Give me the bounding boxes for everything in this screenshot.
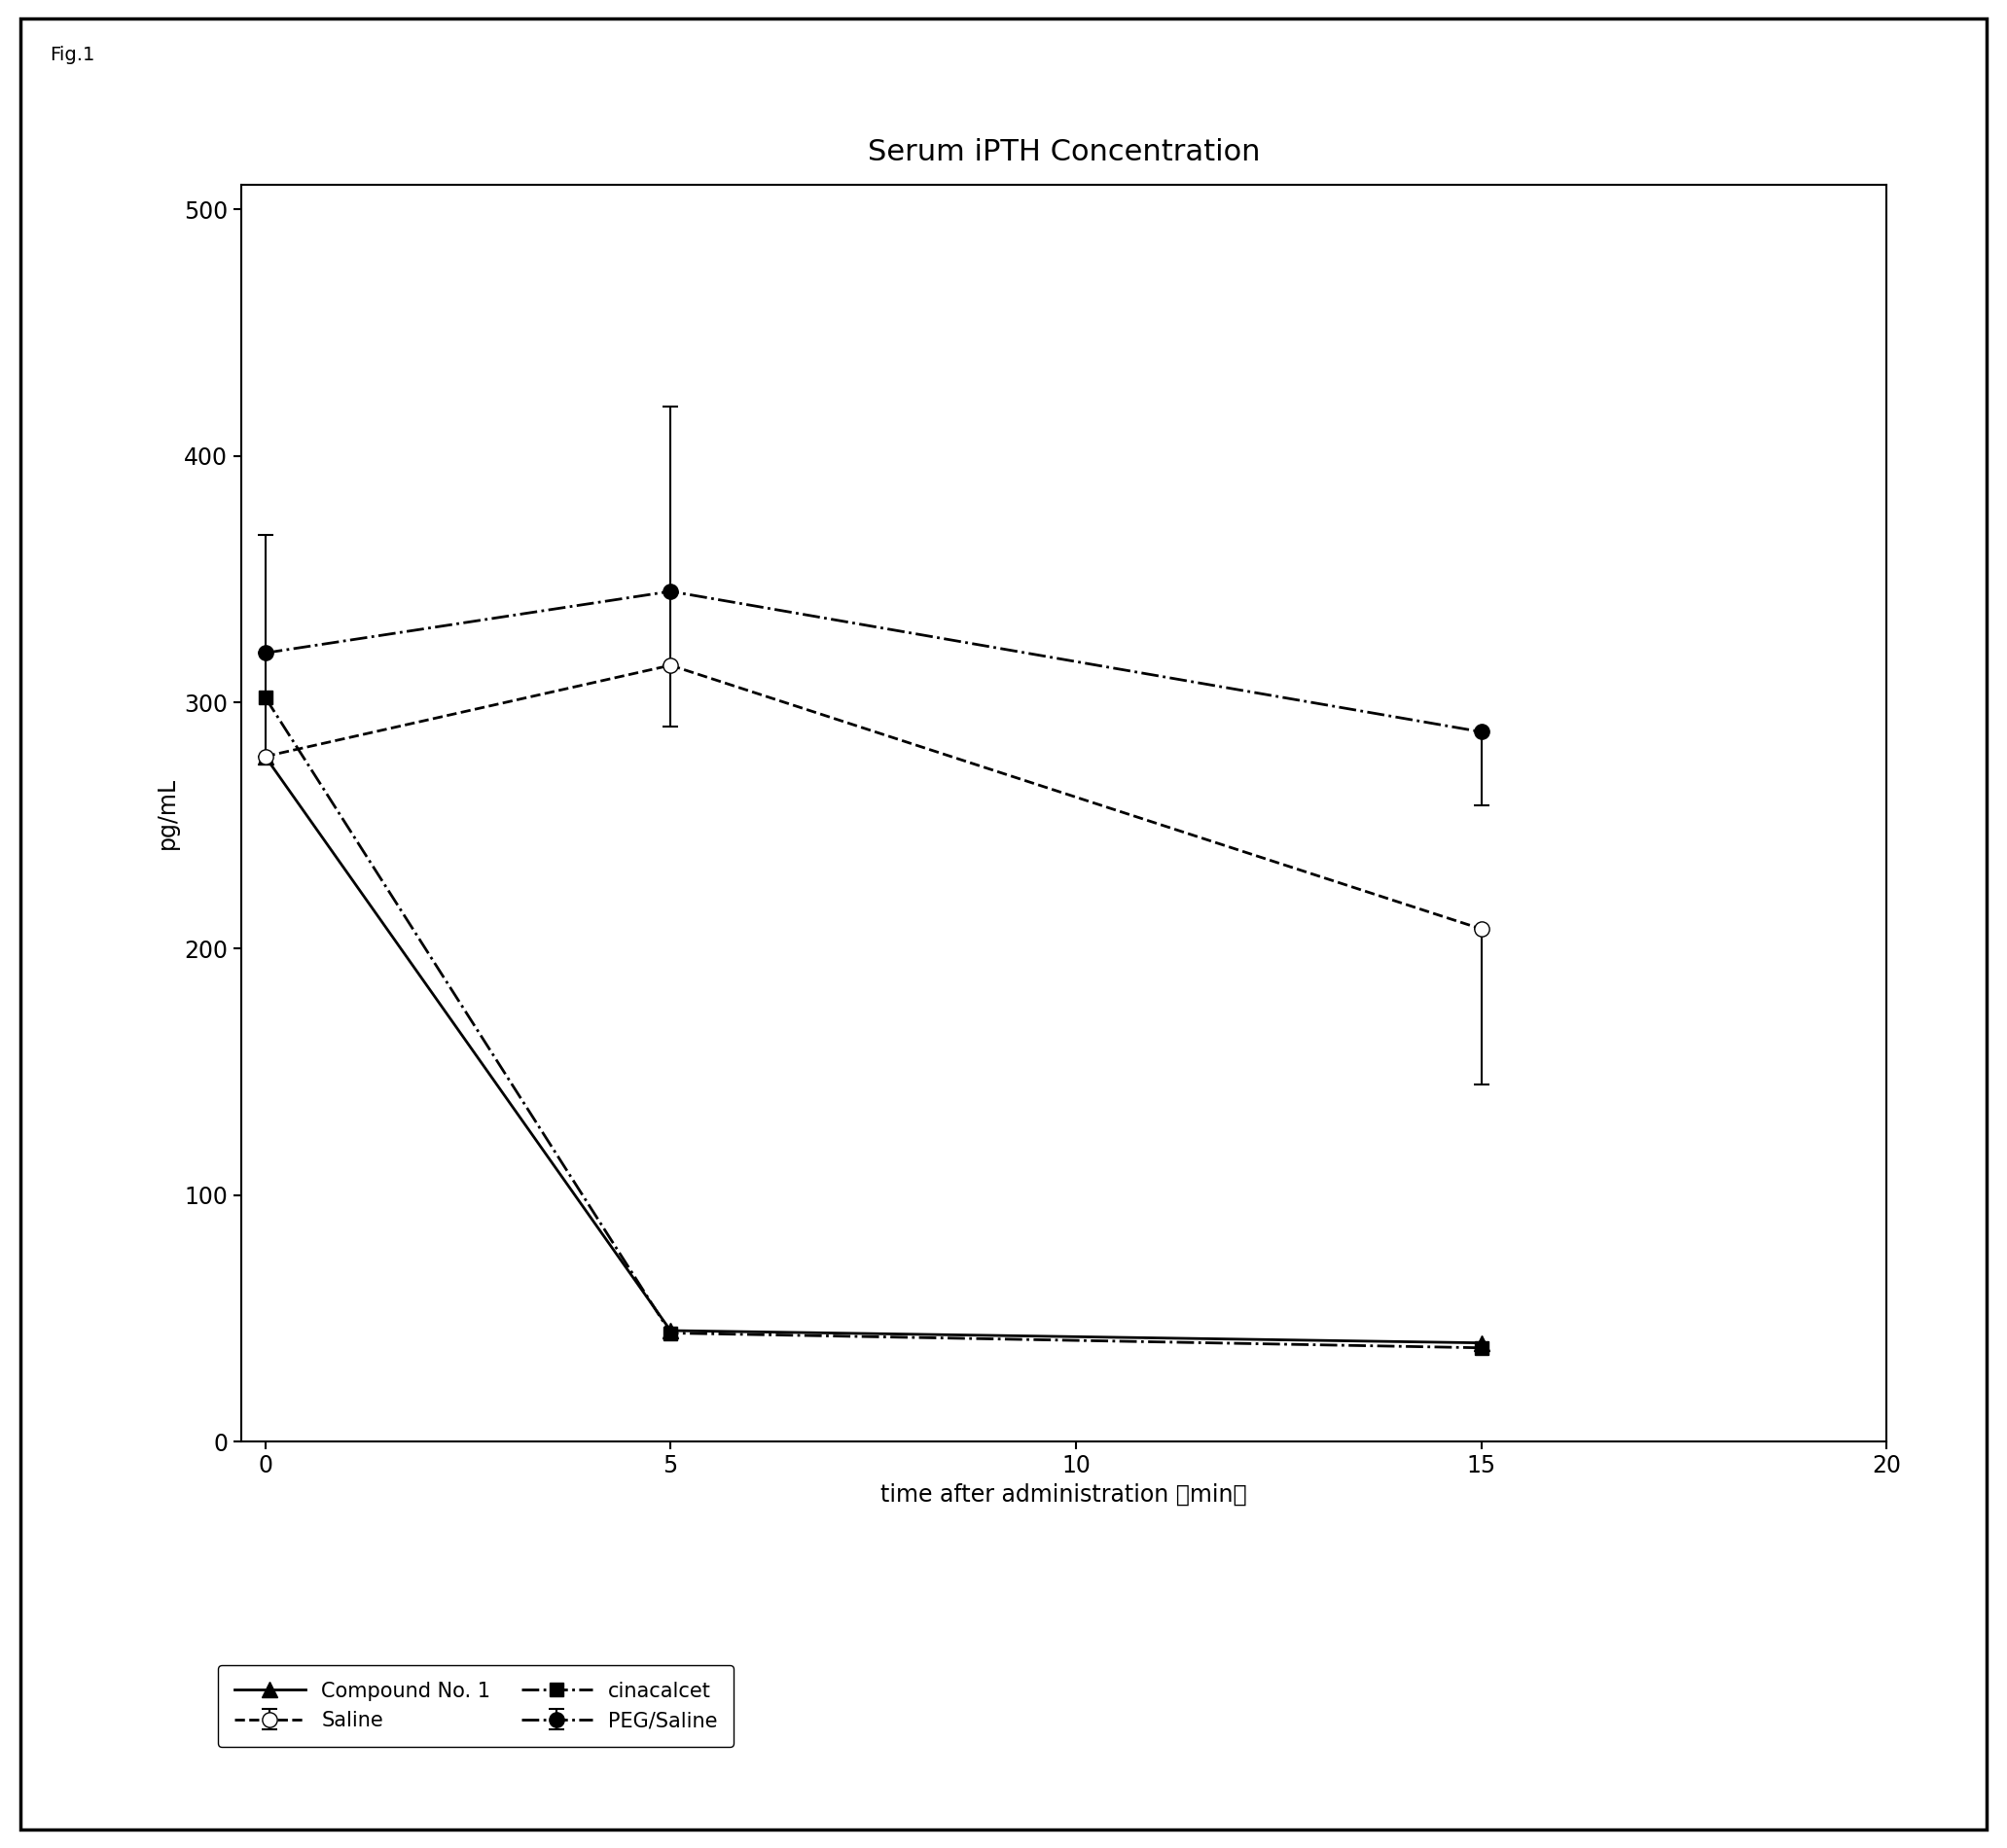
Y-axis label: pg/mL: pg/mL <box>155 776 179 850</box>
cinacalcet <box>1469 1336 1493 1358</box>
cinacalcet <box>658 1321 682 1343</box>
X-axis label: time after administration （min）: time after administration （min） <box>881 1482 1246 1506</box>
Line: Compound No. 1: Compound No. 1 <box>257 748 1489 1351</box>
Legend: Compound No. 1, Saline, cinacalcet, PEG/Saline: Compound No. 1, Saline, cinacalcet, PEG/… <box>219 1665 735 1746</box>
Compound No. 1 <box>1469 1332 1493 1355</box>
Title: Serum iPTH Concentration: Serum iPTH Concentration <box>867 139 1260 166</box>
Compound No. 1 <box>658 1319 682 1342</box>
Line: cinacalcet: cinacalcet <box>259 691 1487 1355</box>
Text: Fig.1: Fig.1 <box>50 46 94 65</box>
cinacalcet <box>253 686 277 708</box>
Compound No. 1 <box>253 745 277 767</box>
